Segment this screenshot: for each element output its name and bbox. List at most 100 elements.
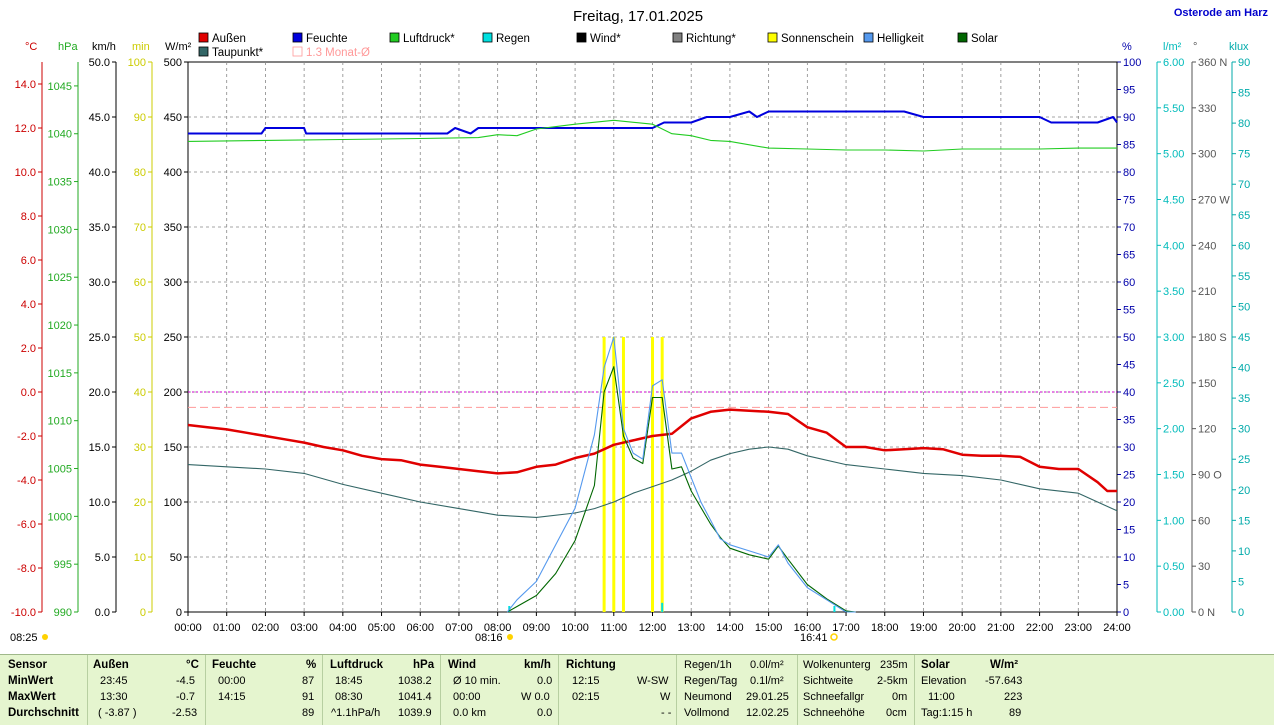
richtung-header: Richtung xyxy=(566,659,616,671)
x-tick-label: 22:00 xyxy=(1026,622,1054,634)
sun-tick-label: 100 xyxy=(128,57,146,69)
wind-avg-value: 0.0 xyxy=(537,675,553,687)
regen-1h-value: 0.0l/m² xyxy=(750,659,784,671)
rain-axis: 6.00 5.50 5.00 4.50 4.00 3.50 3.00 2.50 2.00 1.50… xyxy=(1156,57,1184,619)
wind-tick-label: 5.0 xyxy=(95,552,110,564)
direction-tick-label: 210 xyxy=(1198,286,1216,298)
chart-title: Freitag, 17.01.2025 xyxy=(573,8,703,25)
weather-chart: Freitag, 17.01.2025 Osterode am Harz Auß… xyxy=(10,7,1269,644)
temp-tick-label: 10.0 xyxy=(15,167,36,179)
pressure-axis: 1045 1040 1035 1030 1025 1020 1015 1010 1005 1000… xyxy=(48,62,79,619)
sichtweite-value: 2-5km xyxy=(877,675,908,687)
temp-tick-label: 6.0 xyxy=(21,255,36,267)
axes: 14.0 12.0 10.0 8.0 6.0 4.0 2.0 0.0 -2.0 -4.0 -6.0 -… xyxy=(11,57,1250,619)
solar-tick-label: 0 xyxy=(176,607,182,619)
brightness-tick-label: 55 xyxy=(1238,271,1250,283)
location-label: Osterode am Harz xyxy=(1174,7,1269,19)
direction-tick-label: 270 W xyxy=(1198,195,1230,207)
humidity-tick-label: 10 xyxy=(1123,552,1135,564)
solar-unit-label: W/m² xyxy=(165,41,192,53)
brightness-tick-label: 85 xyxy=(1238,88,1250,100)
sunset-label: 16:41 xyxy=(800,632,828,644)
x-tick-label: 14:00 xyxy=(716,622,744,634)
temp-tick-label: -6.0 xyxy=(17,519,36,531)
feuchte-max-time: 14:15 xyxy=(218,691,246,703)
sunshine-bar xyxy=(621,337,625,612)
direction-axis: 360 N 330 300 270 W 240 210 180 S 150 120 90 O 60 3… xyxy=(1191,57,1230,619)
sunrise-icon xyxy=(507,634,513,640)
direction-tick-label: 30 xyxy=(1198,561,1210,573)
aussen-max-time: 13:30 xyxy=(100,691,128,703)
pressure-tick-label: 1040 xyxy=(48,129,72,141)
wind-axis: 50.0 45.0 40.0 35.0 30.0 25.0 20.0 15.0 10.0 5.0 0… xyxy=(89,57,117,619)
humidity-tick-label: 15 xyxy=(1123,525,1135,537)
rain-unit-label: l/m² xyxy=(1163,41,1182,53)
humidity-tick-label: 35 xyxy=(1123,415,1135,427)
rain-tick-label: 5.50 xyxy=(1163,103,1184,115)
solar-tick-label: 50 xyxy=(170,552,182,564)
richtung-time-1: 12:15 xyxy=(572,675,600,687)
row-label-avg: Durchschnitt xyxy=(8,707,79,719)
x-tick-label: 10:00 xyxy=(561,622,589,634)
rain-tick-label: 6.00 xyxy=(1163,57,1184,69)
legend-swatch xyxy=(198,46,209,57)
regen-tag-label: Regen/Tag xyxy=(684,675,738,687)
neumond-value: 29.01.25 xyxy=(746,691,789,703)
rain-tick-label: 3.00 xyxy=(1163,332,1184,344)
luftdruck-min-value: 1038.2 xyxy=(398,675,432,687)
vollmond-label: Vollmond xyxy=(684,707,730,719)
humidity-axis: 1009590858075706560555045403530252015105… xyxy=(1116,57,1141,619)
rain-tick-label: 2.50 xyxy=(1163,378,1184,390)
humidity-tick-label: 25 xyxy=(1123,470,1135,482)
temp-tick-label: -4.0 xyxy=(17,475,36,487)
humidity-tick-label: 45 xyxy=(1123,360,1135,372)
vollmond-value: 12.02.25 xyxy=(746,707,789,719)
humidity-tick-label: 55 xyxy=(1123,305,1135,317)
humidity-tick-label: 95 xyxy=(1123,85,1135,97)
legend-item-label: Solar xyxy=(971,33,998,45)
legend-swatch xyxy=(767,32,778,43)
humidity-tick-label: 100 xyxy=(1123,57,1141,69)
brightness-tick-label: 90 xyxy=(1238,57,1250,69)
temp-tick-label: -10.0 xyxy=(11,607,36,619)
x-tick-label: 12:00 xyxy=(639,622,667,634)
wind-tick-label: 20.0 xyxy=(89,387,110,399)
temp-tick-label: 0.0 xyxy=(21,387,36,399)
x-tick-label: 06:00 xyxy=(406,622,434,634)
feuchte-header: Feuchte xyxy=(212,659,257,671)
humidity-tick-label: 20 xyxy=(1123,497,1135,509)
temp-axis: 14.0 12.0 10.0 8.0 6.0 4.0 2.0 0.0 -2.0 -4.0 -6.0 -… xyxy=(11,62,43,619)
feuchte-min-value: 87 xyxy=(302,675,315,687)
series-layer xyxy=(187,110,1118,613)
rain-tick-label: 0.00 xyxy=(1163,607,1184,619)
brightness-tick-label: 30 xyxy=(1238,424,1250,436)
x-tick-label: 07:00 xyxy=(445,622,473,634)
temp-tick-label: -2.0 xyxy=(17,431,36,443)
sun-tick-label: 50 xyxy=(134,332,146,344)
x-tick-label: 02:00 xyxy=(252,622,280,634)
x-tick-label: 24:00 xyxy=(1103,622,1131,634)
x-tick-label: 04:00 xyxy=(329,622,357,634)
humidity-tick-label: 85 xyxy=(1123,140,1135,152)
sun-icon xyxy=(42,634,48,640)
sunshine-bar xyxy=(660,337,664,612)
regen-1h-label: Regen/1h xyxy=(684,659,732,671)
humidity-tick-label: 50 xyxy=(1123,332,1135,344)
pressure-tick-label: 1025 xyxy=(48,272,72,284)
legend-swatch xyxy=(292,46,303,57)
sun-tick-label: 30 xyxy=(134,442,146,454)
wind-header: Wind xyxy=(448,659,476,671)
luftdruck-max-value: 1041.4 xyxy=(398,691,432,703)
direction-tick-label: 0 N xyxy=(1198,607,1215,619)
elevation-value: -57.643 xyxy=(985,675,1023,687)
wind-tick-label: 25.0 xyxy=(89,332,110,344)
humidity-unit-label: % xyxy=(1122,41,1132,53)
schneehoehe-value: 0cm xyxy=(886,707,907,719)
solar-tick-label: 150 xyxy=(164,442,182,454)
solar-tick-label: 350 xyxy=(164,222,182,234)
direction-tick-label: 150 xyxy=(1198,378,1216,390)
wind-tick-label: 10.0 xyxy=(89,497,110,509)
humidity-tick-label: 75 xyxy=(1123,195,1135,207)
schneehoehe-label: Schneehöhe xyxy=(803,707,865,719)
